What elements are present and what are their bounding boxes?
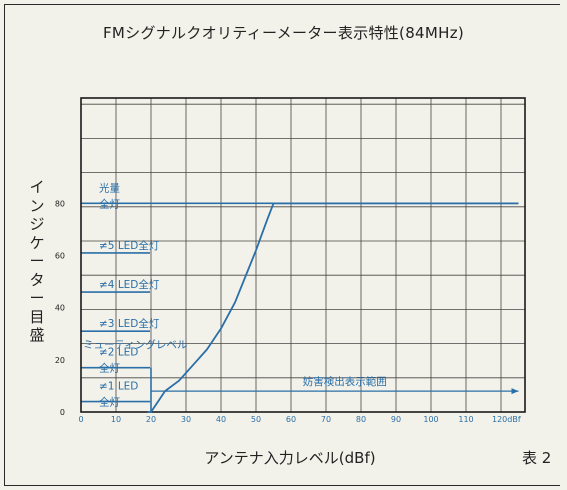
table-label: 表 2	[522, 449, 552, 467]
x-tick-label: 30	[181, 415, 191, 424]
level-label: 全灯	[99, 396, 120, 409]
x-axis-label: アンテナ入力レベル(dBf)	[204, 449, 376, 467]
series	[147, 202, 519, 413]
x-tick-label: 80	[356, 415, 366, 424]
level-label: 光量	[99, 181, 120, 194]
level-label: ≠1 LED	[99, 381, 138, 393]
plot-frame	[80, 97, 526, 413]
grid	[80, 98, 525, 413]
x-tick-label: 50	[251, 415, 261, 424]
x-tick-label: 70	[321, 415, 331, 424]
level-label: ≠2 LED	[99, 347, 138, 359]
x-tick-label: 10	[111, 415, 121, 424]
x-tick-label: 60	[286, 415, 296, 424]
x-tick-label: 120dBf	[492, 415, 521, 424]
detection-range-label: 妨害検出表示範囲	[303, 375, 387, 388]
x-tick-label: 90	[391, 415, 401, 424]
y-tick-label: 20	[55, 356, 65, 365]
y-tick-label: 0	[60, 408, 65, 417]
series-line	[147, 202, 519, 413]
x-tick-label: 20	[146, 415, 156, 424]
x-tick-label: 100	[423, 415, 438, 424]
y-tick-label: 60	[55, 252, 65, 261]
y-tick-label: 80	[55, 199, 65, 208]
level-label: 全灯	[99, 197, 120, 210]
y-axis-label: インジケーター目盛	[29, 178, 45, 344]
x-tick-label: 110	[458, 415, 473, 424]
x-tick-label: 40	[216, 415, 226, 424]
y-tick-label: 40	[55, 304, 65, 313]
detection-range-arrowhead	[511, 388, 519, 395]
figure-frame	[4, 4, 560, 486]
tick-labels: 0 10 20 30 40 50 60 70 80 90 100 110 120dBf 0 20 40 60 80	[55, 199, 521, 424]
x-tick-label: 0	[78, 415, 83, 424]
muting-level-label: ミューティングレベル	[83, 338, 187, 351]
axes	[80, 97, 526, 413]
chart-title: FMシグナルクオリティーメーター表示特性(84MHz)	[102, 24, 465, 42]
level-label: ≠4 LED全灯	[99, 278, 160, 291]
level-label: ≠5 LED全灯	[99, 239, 160, 252]
level-label: ≠3 LED全灯	[99, 317, 160, 330]
level-label: 全灯	[99, 362, 120, 375]
